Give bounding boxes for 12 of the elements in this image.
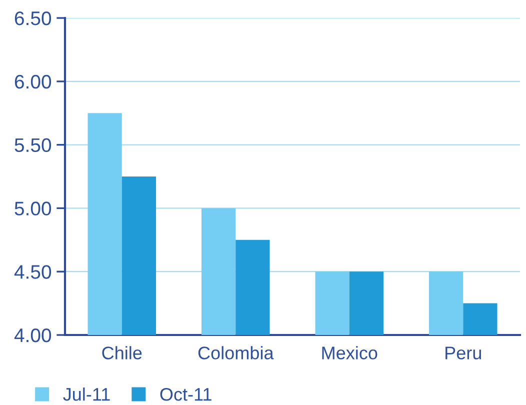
y-tick-label: 5.00 [14,202,52,216]
legend-label: Oct-11 [160,388,212,401]
x-tick-label: Colombia [198,346,274,360]
legend-label: Jul-11 [63,388,110,401]
y-tick-label: 6.00 [14,74,52,89]
x-tick-label: Chile [102,346,142,360]
y-tick-label: 4.00 [14,328,52,342]
y-tick-label: 6.50 [14,11,52,26]
x-tick-label: Peru [446,346,481,360]
y-tick-label: 4.50 [14,265,52,279]
x-tick-label: Mexico [322,346,378,360]
y-tick-label: 5.50 [14,138,52,152]
